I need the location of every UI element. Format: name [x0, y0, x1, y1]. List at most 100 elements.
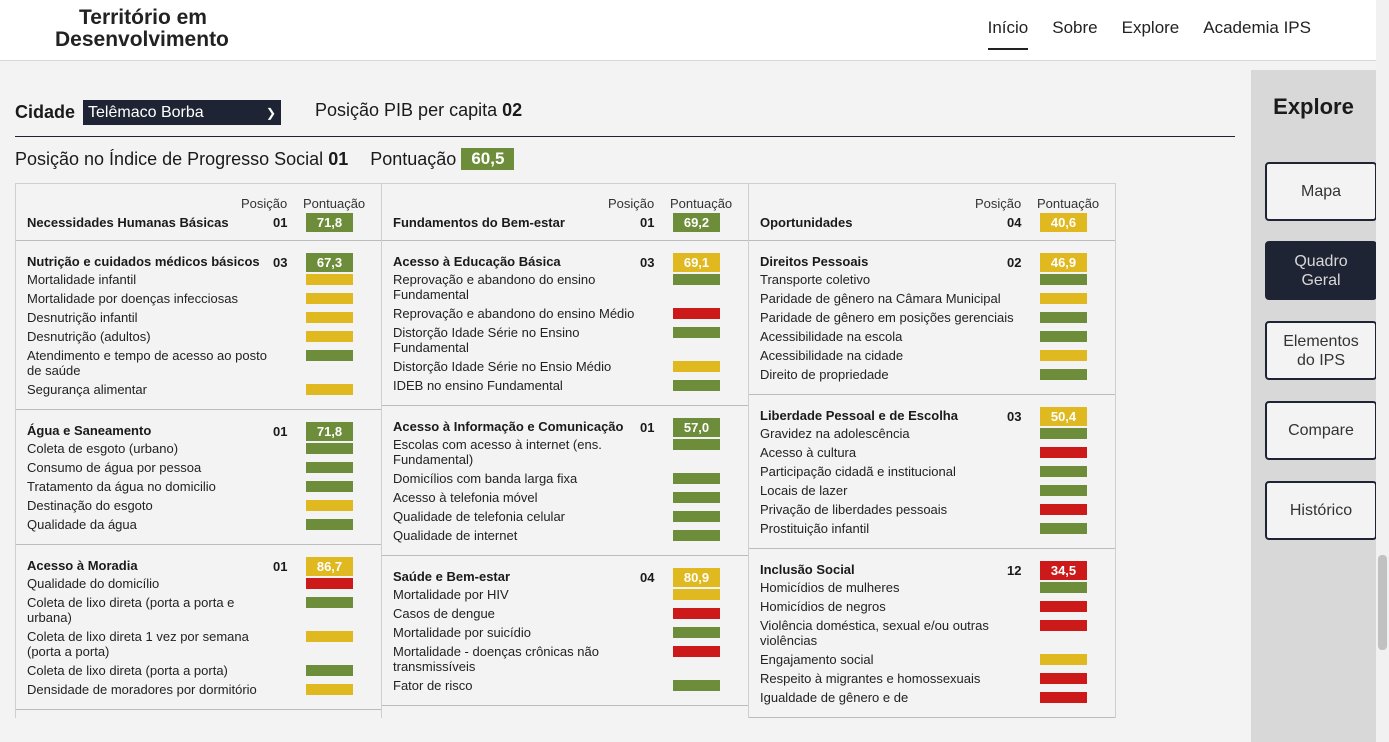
indicator-status-bar [673, 627, 720, 638]
component-agua-e-saneamento[interactable]: Água e Saneamento 01 71,8 Coleta de esgoto … [16, 410, 381, 545]
nav-inicio[interactable]: Início [987, 18, 1029, 50]
component-acesso-a-moradia[interactable]: Acesso à Moradia 01 86,7 Qualidade do domic… [16, 545, 381, 710]
indicator-row[interactable]: Gravidez na adolescência [760, 426, 1087, 441]
indicator-status-bar [673, 530, 720, 541]
indicator-row[interactable]: Coleta de lixo direta 1 vez por semana (… [27, 629, 353, 659]
component-name[interactable]: Acesso à Informação e Comunicação [393, 419, 624, 434]
indicator-row[interactable]: Domicílios com banda larga fixa [393, 471, 720, 486]
sidebar-button-mapa[interactable]: Mapa [1265, 162, 1377, 221]
indicator-row[interactable]: Respeito à migrantes e homossexuais [760, 671, 1087, 686]
indicator-row[interactable]: Qualidade da água [27, 517, 353, 532]
component-name[interactable]: Acesso à Moradia [27, 558, 138, 573]
sidebar-button-historico[interactable]: Histórico [1265, 481, 1377, 540]
component-acesso-a-informacao-e-comunicacao[interactable]: Acesso à Informação e Comunicação 01 57,0 E… [382, 406, 748, 556]
chevron-down-icon: ❯ [265, 105, 277, 120]
indicator-row[interactable]: Qualidade de telefonia celular [393, 509, 720, 524]
component-name[interactable]: Acesso à Educação Básica [393, 254, 561, 269]
indicator-row[interactable]: Atendimento e tempo de acesso ao posto d… [27, 348, 353, 378]
nav-academia-ips[interactable]: Academia IPS [1203, 18, 1311, 37]
indicator-row[interactable]: Acessibilidade na escola [760, 329, 1087, 344]
indicator-row[interactable]: Desnutrição infantil [27, 310, 353, 325]
indicator-row[interactable]: Engajamento social [760, 652, 1087, 667]
indicator-status-bar [306, 331, 353, 342]
indicator-status-bar [1040, 504, 1087, 515]
component-liberdade-pessoal-e-de-escolha[interactable]: Liberdade Pessoal e de Escolha 03 50,4 Grav… [749, 395, 1115, 549]
indicator-row[interactable]: Violência doméstica, sexual e/ou outras … [760, 618, 1087, 648]
component-inclusao-social[interactable]: Inclusão Social 12 34,5 Homicídios de mulhe… [749, 549, 1115, 718]
indicator-row[interactable]: Paridade de gênero na Câmara Municipal [760, 291, 1087, 306]
indicator-row[interactable]: Homicídios de mulheres [760, 580, 1087, 595]
indicator-row[interactable]: Prostituição infantil [760, 521, 1087, 536]
indicator-row[interactable]: Mortalidade por suicídio [393, 625, 720, 640]
component-nutricao-e-cuidados-medicos-basicos[interactable]: Nutrição e cuidados médicos básicos 03 67,… [16, 241, 381, 410]
component-name[interactable]: Direitos Pessoais [760, 254, 869, 269]
indicator-name: Acesso à cultura [760, 445, 857, 460]
indicator-name: Violência doméstica, sexual e/ou outras … [760, 618, 989, 648]
indicator-row[interactable]: Acessibilidade na cidade [760, 348, 1087, 363]
indicator-row[interactable]: Reprovação e abandono do ensino Médio [393, 306, 720, 321]
component-name[interactable]: Saúde e Bem-estar [393, 569, 511, 584]
component-position: 01 [273, 559, 288, 574]
component-score-badge: 67,3 [306, 253, 353, 272]
nav-sobre[interactable]: Sobre [1052, 18, 1098, 37]
indicator-row[interactable]: Mortalidade por HIV [393, 587, 720, 602]
indicator-row[interactable]: Mortalidade por doenças infecciosas [27, 291, 353, 306]
component-score-badge: 57,0 [673, 418, 720, 437]
indicator-row[interactable]: Coleta de esgoto (urbano) [27, 441, 353, 456]
component-name[interactable]: Inclusão Social [760, 562, 855, 577]
city-select[interactable]: Telêmaco Borba ❯ [83, 100, 282, 125]
ips-summary: Posição no Índice de Progresso Social 01… [15, 148, 515, 170]
sidebar-button-elementos-do-ips[interactable]: Elementos do IPS [1265, 321, 1377, 380]
indicator-name: Mortalidade por suicídio [393, 625, 532, 640]
indicator-row[interactable]: Distorção Idade Série no Ensino Fundamen… [393, 325, 720, 355]
component-name[interactable]: Liberdade Pessoal e de Escolha [760, 408, 958, 423]
indicator-row[interactable]: IDEB no ensino Fundamental [393, 378, 720, 393]
indicator-row[interactable]: Qualidade do domicílio [27, 576, 353, 591]
indicator-row[interactable]: Escolas com acesso à internet (ens. Fund… [393, 437, 720, 467]
indicator-row[interactable]: Desnutrição (adultos) [27, 329, 353, 344]
indicator-row[interactable]: Densidade de moradores por dormitório [27, 682, 353, 697]
indicator-row[interactable]: Reprovação e abandono do ensino Fundamen… [393, 272, 720, 302]
indicator-row[interactable]: Distorção Idade Série no Ensio Médio [393, 359, 720, 374]
scrollbar-thumb[interactable] [1378, 555, 1387, 650]
position-header: Posição [608, 196, 655, 211]
brand-logo[interactable]: Território em Desenvolvimento [55, 7, 285, 51]
component-acesso-a-educacao-basica[interactable]: Acesso à Educação Básica 03 69,1 Reprovação… [382, 241, 748, 406]
indicator-row[interactable]: Fator de risco [393, 678, 720, 693]
component-position: 02 [1007, 255, 1022, 270]
nav-explore[interactable]: Explore [1121, 18, 1180, 37]
indicator-row[interactable]: Casos de dengue [393, 606, 720, 621]
indicator-row[interactable]: Segurança alimentar [27, 382, 353, 397]
indicator-row[interactable]: Acesso à telefonia móvel [393, 490, 720, 505]
indicator-status-bar [673, 511, 720, 522]
indicator-status-bar [306, 578, 353, 589]
component-saude-e-bem-estar[interactable]: Saúde e Bem-estar 04 80,9 Mortalidade por H… [382, 556, 748, 706]
indicator-row[interactable]: Direito de propriedade [760, 367, 1087, 382]
indicator-row[interactable]: Acesso à cultura [760, 445, 1087, 460]
sidebar-button-compare[interactable]: Compare [1265, 401, 1377, 460]
indicator-status-bar [1040, 331, 1087, 342]
component-position: 04 [640, 570, 655, 585]
component-name[interactable]: Água e Saneamento [27, 423, 152, 438]
indicator-row[interactable]: Homicídios de negros [760, 599, 1087, 614]
indicator-row[interactable]: Destinação do esgoto [27, 498, 353, 513]
indicator-row[interactable]: Tratamento da água no domicilio [27, 479, 353, 494]
indicator-row[interactable]: Igualdade de gênero e de [760, 690, 1087, 705]
indicator-row[interactable]: Paridade de gênero em posições gerenciai… [760, 310, 1087, 325]
indicator-row[interactable]: Locais de lazer [760, 483, 1087, 498]
indicator-row[interactable]: Transporte coletivo [760, 272, 1087, 287]
indicator-name: Paridade de gênero em posições gerenciai… [760, 310, 1014, 325]
component-name[interactable]: Nutrição e cuidados médicos básicos [27, 254, 260, 269]
indicator-row[interactable]: Participação cidadã e institucional [760, 464, 1087, 479]
sidebar-button-quadro-geral[interactable]: Quadro Geral [1265, 241, 1377, 300]
indicator-row[interactable]: Consumo de água por pessoa [27, 460, 353, 475]
indicator-row[interactable]: Qualidade de internet [393, 528, 720, 543]
indicator-row[interactable]: Privação de liberdades pessoais [760, 502, 1087, 517]
indicator-row[interactable]: Mortalidade infantil [27, 272, 353, 287]
component-direitos-pessoais[interactable]: Direitos Pessoais 02 46,9 Transporte coleti… [749, 241, 1115, 395]
indicator-row[interactable]: Coleta de lixo direta (porta a porta) [27, 663, 353, 678]
indicator-row[interactable]: Coleta de lixo direta (porta a porta e u… [27, 595, 353, 625]
indicator-row[interactable]: Mortalidade - doenças crônicas não trans… [393, 644, 720, 674]
main-content: Cidade Telêmaco Borba ❯ Posição PIB per … [0, 70, 1250, 742]
scrollbar[interactable] [1376, 0, 1389, 742]
